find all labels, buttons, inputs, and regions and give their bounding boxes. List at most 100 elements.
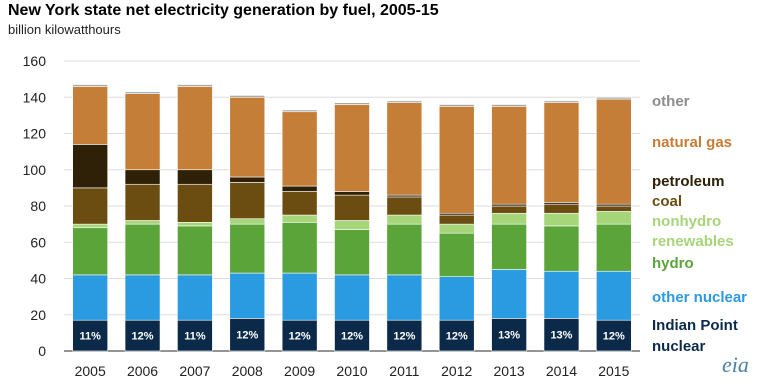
chart-title: New York state net electricity generatio… (8, 2, 439, 19)
bar-share-label: 12% (289, 331, 311, 343)
y-tick-label: 20 (30, 307, 46, 323)
x-axis-ticks: 2005 2006 2007 2008 2009 2010 2011 2012 2013 2014… (75, 363, 630, 379)
bar-segment (334, 191, 370, 196)
x-tick-label: 2005 (75, 363, 106, 379)
bar-segment (491, 106, 527, 205)
bar-segment (334, 229, 370, 276)
bar-segment (72, 144, 108, 189)
x-tick-label: 2011 (389, 363, 419, 379)
bar-segment (438, 223, 475, 234)
bar-share-label: 12% (393, 331, 415, 343)
bar-segment (124, 223, 161, 276)
x-tick-label: 2008 (232, 363, 263, 379)
bar-segment (438, 214, 475, 225)
bar-share-label: 12% (341, 331, 363, 343)
bar-segment (124, 93, 161, 171)
bar-segment (543, 270, 580, 319)
x-tick-label: 2010 (336, 363, 367, 379)
y-tick-label: 160 (23, 53, 47, 69)
bar-share-label: 11% (79, 331, 101, 343)
legend-label: hydro (652, 255, 694, 272)
bar-segment (491, 223, 527, 270)
legend-label: nonhydro (652, 213, 721, 230)
x-tick-label: 2015 (598, 363, 629, 379)
legend-label: nuclear (652, 338, 706, 355)
x-tick-label: 2006 (127, 363, 158, 379)
bar-segment (229, 182, 266, 219)
bar-segment (281, 214, 318, 223)
legend-label: renewables (652, 233, 734, 250)
bar-segment (334, 104, 370, 192)
bar-segment (596, 270, 632, 321)
bar-segment (491, 318, 527, 352)
eia-logo: eia (722, 352, 749, 377)
legend-label: natural gas (652, 134, 732, 151)
bar-segment (72, 86, 108, 145)
bar-segment (124, 220, 161, 225)
bar-segment (124, 274, 161, 321)
bar-share-label: 12% (603, 331, 625, 343)
bar-segment (72, 187, 108, 225)
bar-segment (229, 218, 266, 225)
bar-segment (281, 222, 318, 274)
bar-segment (596, 205, 632, 212)
bar-segment (177, 225, 213, 276)
y-tick-label: 0 (38, 343, 46, 359)
legend-label: other nuclear (652, 289, 747, 306)
bar-segment (177, 274, 213, 321)
bar-segment (543, 102, 580, 203)
bar-segment (596, 319, 632, 352)
bar-segment (281, 109, 318, 113)
bar-segment (386, 223, 423, 276)
bar-segment (229, 95, 266, 98)
bar-segment (124, 319, 161, 352)
bar-segment (438, 232, 475, 277)
bar-segment (72, 227, 108, 276)
bar-segment (124, 91, 161, 94)
bar-segment (491, 205, 527, 214)
bar-segment (177, 183, 213, 223)
bar-segment (229, 176, 266, 183)
bar-segment (281, 191, 318, 216)
bar-segment (491, 269, 527, 319)
bar-segment (72, 274, 108, 321)
bar-segment (543, 100, 580, 103)
bar-segment (438, 276, 475, 321)
legend-label: other (652, 93, 690, 110)
y-tick-label: 120 (23, 126, 47, 142)
legend: other natural gas petroleum coal nonhydro ren… (652, 93, 747, 355)
bar-segment (124, 169, 161, 185)
bar-segment (281, 185, 318, 192)
bar-segment (229, 272, 266, 319)
bar-segment (438, 319, 475, 352)
bar-segment (72, 84, 108, 87)
bar-segment (124, 183, 161, 221)
bar-segment (596, 223, 632, 272)
bar-segment (596, 96, 632, 100)
x-tick-label: 2007 (179, 363, 210, 379)
bar-segment (229, 96, 266, 178)
bar-share-label: 11% (184, 331, 206, 343)
bar-segment (334, 194, 370, 221)
bar-segment (72, 223, 108, 229)
y-tick-label: 100 (23, 162, 47, 178)
bar-share-label: 12% (446, 331, 468, 343)
x-tick-label: 2012 (441, 363, 472, 379)
x-tick-label: 2013 (494, 363, 525, 379)
bar-segment (491, 104, 527, 107)
bar-segment (177, 169, 213, 185)
y-axis-ticks: 0 20 40 60 80 100 120 140 160 (23, 53, 47, 359)
bar-segment (596, 211, 632, 225)
bar-segment (438, 106, 475, 214)
bar-share-label: 13% (550, 330, 572, 342)
x-tick-label: 2009 (284, 363, 315, 379)
bar-segment (281, 111, 318, 187)
bar-segment (177, 84, 213, 87)
bar-segment (386, 196, 423, 216)
bar-segment (596, 98, 632, 205)
bar-share-label: 13% (498, 330, 520, 342)
bars: 11% 12% 11% 12% 12% 12% 12% 12% 13% 13% 12% (72, 84, 632, 352)
bar-segment (386, 319, 423, 352)
bar-segment (543, 203, 580, 214)
